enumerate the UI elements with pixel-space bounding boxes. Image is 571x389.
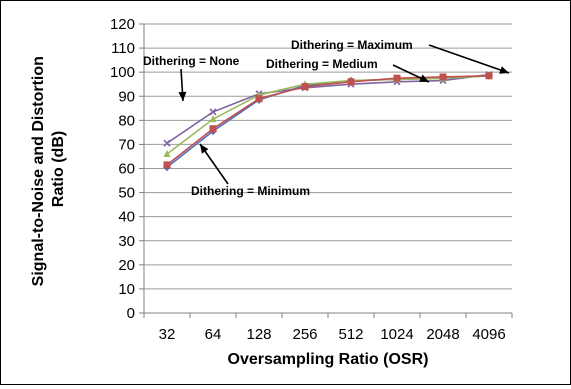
annotation-arrowhead: [419, 74, 429, 82]
data-point-maximum: [347, 78, 355, 86]
series-line-medium: [166, 74, 490, 155]
annotation-label: Dithering = Medium: [266, 57, 378, 71]
series-line-maximum: [166, 74, 490, 166]
x-tick-label: 128: [246, 326, 271, 343]
data-point-maximum: [301, 83, 309, 91]
y-tick-label: 110: [111, 40, 135, 57]
x-tick-label: 64: [205, 326, 222, 343]
y-tick-label: 30: [118, 233, 135, 250]
x-tick-label: 1024: [380, 326, 413, 343]
y-tick-label: 60: [118, 161, 135, 178]
annotation-arrowhead: [499, 66, 509, 74]
y-axis-title-line-2: Ratio (dB): [50, 131, 67, 207]
x-tick-label: 4096: [472, 326, 505, 343]
data-point-maximum: [255, 95, 263, 103]
y-tick-label: 80: [118, 112, 135, 129]
annotation-arrowhead: [200, 144, 209, 154]
axes: 0 10 20 30 40 50 60 70 80 90 100 110 120 32 64 128 256 51…: [110, 16, 513, 343]
gridlines: [144, 23, 512, 290]
y-tick-label: 0: [127, 305, 135, 322]
annotation-maximum: Dithering = Maximum: [291, 38, 510, 74]
y-tick-label: 100: [110, 64, 135, 81]
data-point-maximum: [163, 161, 171, 169]
data-point-maximum: [485, 72, 493, 80]
y-tick-label: 20: [118, 257, 135, 274]
y-tick-label: 50: [118, 185, 135, 202]
annotation-arrowhead: [178, 91, 187, 101]
data-point-medium: [209, 115, 217, 123]
data-point-none: [209, 108, 217, 116]
y-tick-label: 70: [118, 136, 135, 153]
series-maximum: [163, 72, 493, 169]
y-tick-label: 10: [118, 281, 135, 298]
annotation-label: Dithering = Maximum: [291, 38, 413, 52]
series-line-none: [166, 73, 490, 144]
data-series: [163, 71, 493, 172]
annotations: Dithering = None Dithering = Maximum Dithe…: [143, 38, 510, 198]
y-tick-label: 120: [110, 16, 135, 33]
y-tick-label: 40: [118, 209, 135, 226]
data-point-medium: [163, 150, 171, 158]
annotation-label: Dithering = None: [143, 54, 240, 68]
data-point-none: [163, 139, 171, 147]
annotation-arrow-line: [428, 44, 510, 74]
x-tick-label: 256: [292, 326, 317, 343]
x-tick-label: 2048: [426, 326, 459, 343]
data-point-maximum: [439, 73, 447, 81]
annotation-minimum: Dithering = Minimum: [191, 143, 310, 198]
data-point-maximum: [209, 125, 217, 133]
annotation-medium: Dithering = Medium: [266, 57, 430, 83]
y-axis-title-line-1: Signal-to-Noise and Distortion: [30, 56, 47, 286]
y-tick-label: 90: [118, 88, 135, 105]
x-tick-label: 32: [159, 326, 176, 343]
annotation-none: Dithering = None: [143, 54, 240, 102]
annotation-label: Dithering = Minimum: [191, 184, 310, 198]
x-tick-label: 512: [338, 326, 363, 343]
y-axis-title: Signal-to-Noise and Distortion Ratio (dB…: [30, 52, 67, 287]
data-point-maximum: [393, 74, 401, 82]
x-axis-title: Oversampling Ratio (OSR): [228, 351, 429, 368]
